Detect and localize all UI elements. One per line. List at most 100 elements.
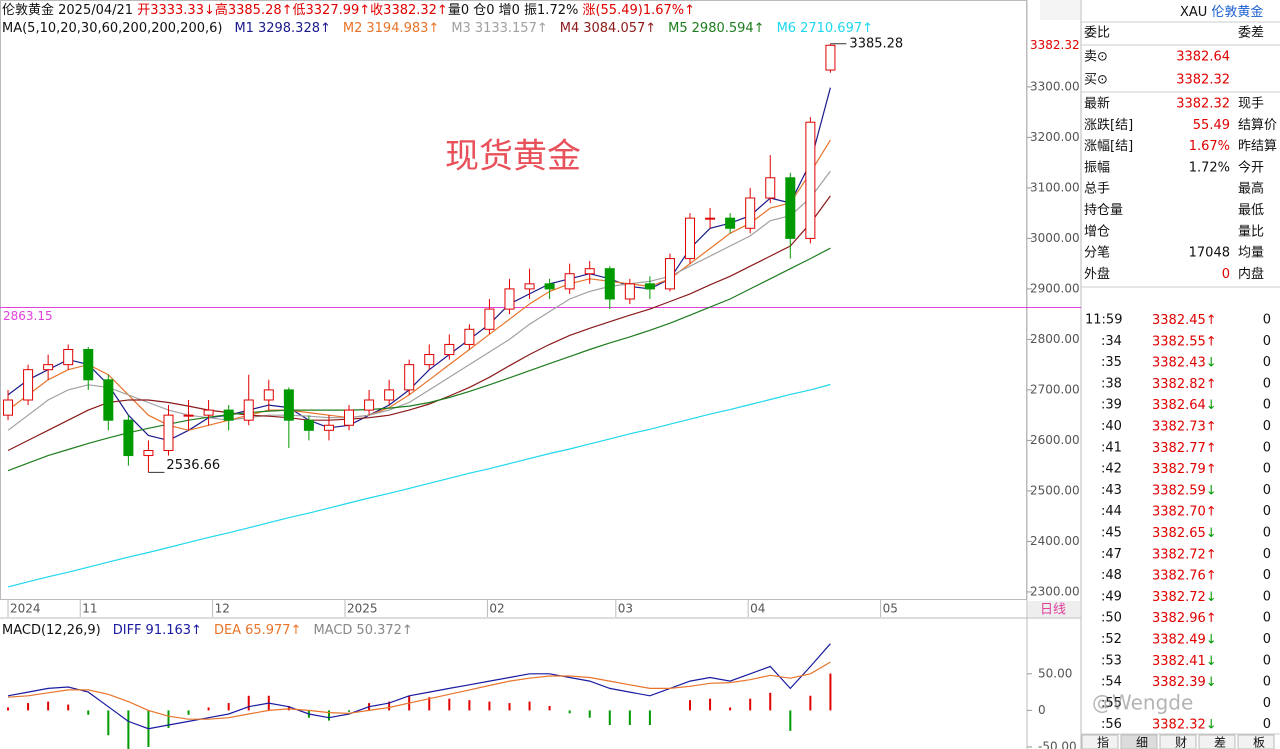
candle-body [23,369,34,401]
tick-price-value: 3382.43 [1152,355,1206,370]
tab-label[interactable]: 财 [1175,736,1187,749]
tick-price: 3382.82↑ [1152,376,1217,391]
y-tick-label: 50.00 [1038,666,1072,680]
legend-name: MACD [313,623,352,638]
y-tick-label: 3000.00 [1030,231,1080,245]
tick-price-value: 3382.79 [1152,462,1206,477]
low-label: 2536.66 [166,458,220,473]
candle-body [283,389,294,421]
tick-time: :45 [1101,526,1122,541]
tick-time: :34 [1101,334,1122,349]
candle-body [705,217,716,220]
legend-name: DIFF [113,623,142,638]
quote-label: 增仓 [1084,224,1110,239]
tick-price-value: 3382.73 [1152,419,1206,434]
tick-price-value: 3382.70 [1152,504,1206,519]
candle-body [3,399,14,416]
book-label: 买⊙ [1084,73,1108,88]
header-item: 开3333.33↓ [137,3,215,18]
tick-arrow: ↓ [1206,589,1217,604]
tick-time: 11:59 [1085,313,1122,328]
ma-legend: MA(5,10,20,30,60,200,200,200,6) M1 3298.32… [2,21,873,36]
tick-arrow: ↓ [1206,632,1217,647]
candle-body [404,364,415,391]
tick-arrow: ↑ [1206,440,1217,455]
tick-time: :55 [1101,696,1122,711]
legend-value: 2980.594↑ [692,21,765,36]
quote-value: 55.49 [1193,118,1230,133]
tick-time: :49 [1101,589,1122,604]
tick-volume: 0 [1263,398,1271,413]
period-label[interactable]: 日线 [1040,603,1066,618]
y-tick-label: 2400.00 [1030,534,1080,548]
tick-volume: 0 [1263,419,1271,434]
tab[interactable] [1237,734,1275,749]
ma-line [7,247,831,472]
candle-body [364,399,375,411]
quote-value: 17048 [1189,246,1230,261]
ma-line [7,139,831,431]
candle-body [825,44,836,71]
legend-value: 3133.157↑ [475,21,548,36]
tick-price-value: 3382.96 [1152,611,1206,626]
tick-price: 3382.79↑ [1152,462,1217,477]
candle-body [63,348,74,366]
tab[interactable] [1159,734,1197,749]
tick-time: :42 [1101,462,1122,477]
book-price: 3382.64 [1176,50,1230,65]
quote-label: 委差 [1238,26,1264,41]
macd-legend: MACD(12,26,9) DIFF 91.163↑ DEA 65.977↑ MACD 50… [2,623,413,638]
tick-volume: 0 [1263,568,1271,583]
x-tick-label: 04 [750,602,765,616]
candle-body [564,273,575,290]
candle-body [163,414,174,452]
tick-arrow: ↓ [1206,717,1217,732]
x-tick-label: 02 [489,602,504,616]
tick-price: 3382.55↑ [1152,334,1217,349]
candle-body [123,419,134,457]
legend-value: 65.977↑ [245,623,301,638]
watermark: 现货黄金 [445,137,581,177]
candle-body [765,177,776,199]
last-price-label: 3382.32 [1030,38,1080,52]
y-tick-label: 2500.00 [1030,483,1080,497]
tick-arrow: ↑ [1206,313,1217,328]
symbol: XAU [1180,5,1207,20]
y-tick-label: 2800.00 [1030,332,1080,346]
tick-time: :47 [1101,547,1122,562]
tick-price-value: 3382.39 [1152,675,1206,690]
ma-line [7,661,831,720]
y-tick-label: 2300.00 [1030,584,1080,598]
tab-label[interactable]: 指 [1097,735,1109,749]
tab[interactable] [1081,734,1119,749]
candle-body [103,379,114,421]
candle-body [424,354,435,366]
tab-label[interactable]: 差 [1214,736,1226,749]
tick-volume: 0 [1263,483,1271,498]
tab[interactable] [1198,734,1236,749]
y-tick-label: 0 [1038,703,1046,717]
high-label: 3385.28 [849,36,903,51]
tab[interactable] [1120,734,1158,749]
legend-name: M6 [777,21,797,36]
tick-volume: 0 [1263,547,1271,562]
tick-time: :39 [1101,398,1122,413]
quote-label: 最高 [1238,181,1264,197]
candle-body [624,283,635,300]
tab-label[interactable]: 细 [1136,736,1148,749]
tick-price: 3382.43↓ [1152,355,1217,370]
quote-label: 委比 [1084,26,1110,41]
quote-label: 涨幅[结] [1084,139,1133,154]
period-tab-bg[interactable] [1028,601,1080,617]
header-item: 收3382.32↑ [370,3,448,18]
quote-value: 1.72% [1189,160,1230,175]
candle-body [484,308,495,330]
quote-label: 涨跌[结] [1084,117,1133,133]
tick-volume: 0 [1263,334,1271,349]
candle-body [745,197,756,229]
tick-price-value: 3382.65 [1152,526,1206,541]
legend-name: M1 [234,21,254,36]
tick-arrow: ↓ [1206,355,1217,370]
tab-label[interactable]: 板 [1253,736,1265,749]
